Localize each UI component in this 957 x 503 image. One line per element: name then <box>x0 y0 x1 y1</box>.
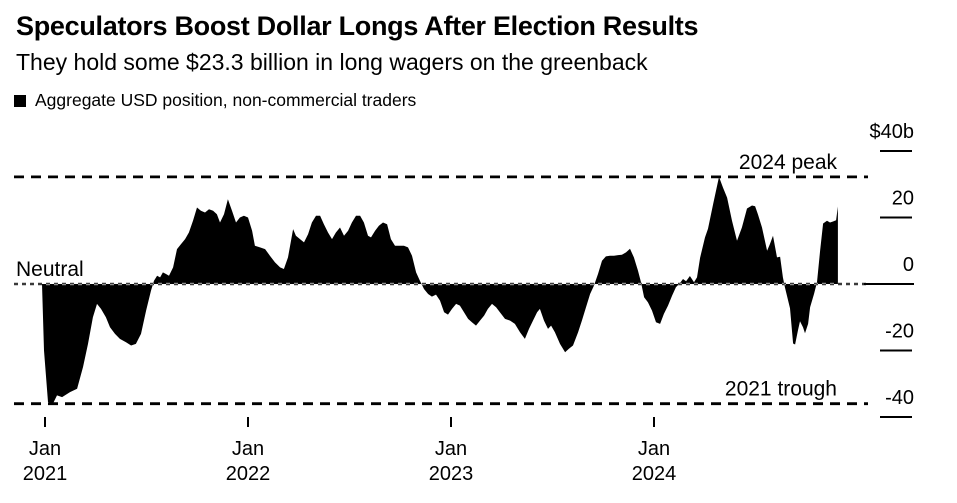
usd-position-area <box>42 176 838 404</box>
legend-swatch-icon <box>14 94 26 107</box>
page-title: Speculators Boost Dollar Longs After Ele… <box>16 11 699 41</box>
x-axis-label-month: Jan <box>29 438 61 460</box>
x-axis-label-month: Jan <box>232 438 264 460</box>
y-axis-label: -20 <box>885 321 914 343</box>
y-axis-label: $40b <box>870 121 915 143</box>
x-axis-label-year: 2023 <box>429 463 474 485</box>
x-axis-label-year: 2022 <box>226 463 271 485</box>
x-axis-label-month: Jan <box>435 438 467 460</box>
x-axis-label-year: 2024 <box>632 463 677 485</box>
trough-2021-label: 2021 trough <box>725 378 837 401</box>
y-axis-label: 0 <box>903 254 914 276</box>
neutral-label: Neutral <box>16 258 84 281</box>
legend-label: Aggregate USD position, non-commercial t… <box>35 90 417 110</box>
y-axis-label: -40 <box>885 387 914 409</box>
page-subtitle: They hold some $23.3 billion in long wag… <box>16 49 648 75</box>
x-axis-label-month: Jan <box>638 438 670 460</box>
x-axis-label-year: 2021 <box>23 463 68 485</box>
y-axis-label: 20 <box>892 188 914 210</box>
legend: Aggregate USD position, non-commercial t… <box>14 90 416 111</box>
peak-2024-label: 2024 peak <box>739 151 838 174</box>
